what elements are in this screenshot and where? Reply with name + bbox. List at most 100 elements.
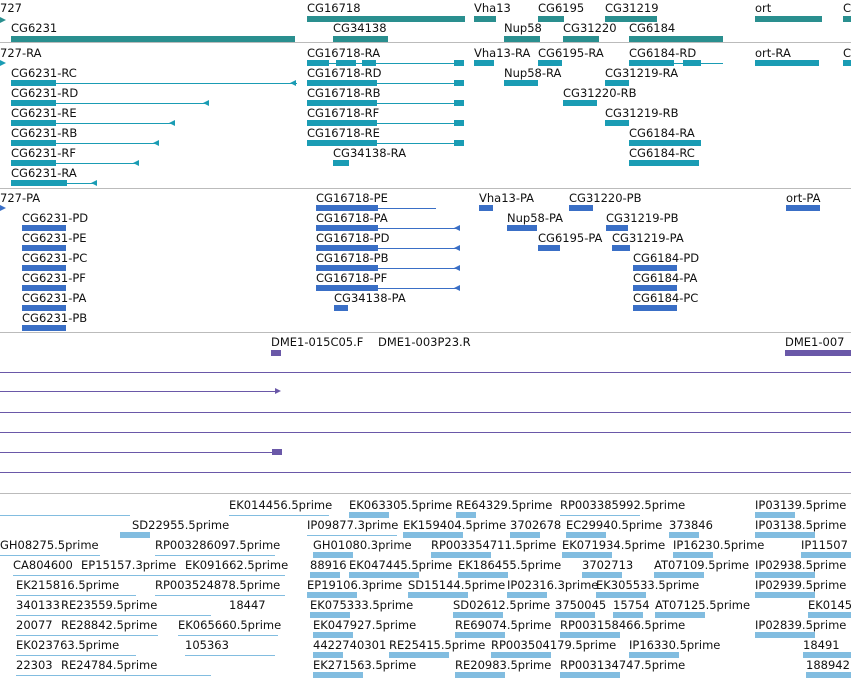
transcript-exon[interactable] xyxy=(454,140,464,146)
transcript-label[interactable]: CG6231-RF xyxy=(11,146,76,160)
transcript-exon[interactable] xyxy=(629,140,701,146)
est-feature[interactable] xyxy=(155,595,285,596)
transcript-exon[interactable] xyxy=(11,160,56,166)
est-label[interactable]: RP003504179.5prime xyxy=(491,638,617,652)
protein-feature[interactable] xyxy=(22,325,66,331)
gene-feature[interactable] xyxy=(843,16,851,22)
est-label[interactable]: EK305533.5prime xyxy=(596,578,700,592)
est-label[interactable]: EK0145 xyxy=(808,598,851,612)
protein-feature[interactable] xyxy=(454,285,460,291)
est-label[interactable]: IP02316.3prime xyxy=(507,578,599,592)
est-label[interactable]: 88916 xyxy=(310,558,347,572)
est-feature[interactable] xyxy=(801,552,851,558)
est-label[interactable]: EK047927.5prime xyxy=(313,618,417,632)
protein-feature[interactable] xyxy=(22,285,66,291)
est-label[interactable]: IP02839.5prime xyxy=(755,618,847,632)
clone-feature[interactable] xyxy=(272,449,282,455)
protein-feature[interactable] xyxy=(633,285,677,291)
est-label[interactable]: RE20983.5prime xyxy=(455,658,552,672)
gene-label[interactable]: C xyxy=(843,1,851,15)
est-feature[interactable] xyxy=(313,632,353,638)
transcript-feature[interactable] xyxy=(91,180,97,186)
transcript-label[interactable]: CG6184-RC xyxy=(629,146,695,160)
gene-feature[interactable] xyxy=(504,36,540,42)
clone-feature[interactable] xyxy=(275,388,281,394)
transcript-label[interactable]: CG34138-RA xyxy=(333,146,407,160)
transcript-label[interactable]: CG6231-RE xyxy=(11,106,77,120)
est-feature[interactable] xyxy=(61,615,211,616)
est-feature[interactable] xyxy=(560,515,640,516)
protein-label[interactable]: CG6231-PB xyxy=(22,311,88,325)
protein-label[interactable]: CG6184-PA xyxy=(633,271,698,285)
est-feature[interactable] xyxy=(310,612,350,618)
est-label[interactable]: 0301 xyxy=(357,638,387,652)
est-label[interactable]: SD02612.5prime xyxy=(453,598,551,612)
est-label[interactable]: IP03139.5prime xyxy=(755,498,847,512)
transcript-exon[interactable] xyxy=(504,80,538,86)
gene-label[interactable]: CG34138 xyxy=(333,21,387,35)
transcript-exon[interactable] xyxy=(11,100,56,106)
est-feature[interactable] xyxy=(13,575,83,576)
est-label[interactable]: IP02939.5prime xyxy=(755,578,847,592)
protein-label[interactable]: CG6231-PF xyxy=(22,271,86,285)
gene-label[interactable]: CG6184 xyxy=(629,21,676,35)
est-feature[interactable] xyxy=(16,655,136,656)
est-feature[interactable] xyxy=(61,675,211,676)
est-label[interactable]: EK023763.5prime xyxy=(16,638,120,652)
clone-line[interactable] xyxy=(0,432,851,433)
transcript-label[interactable]: CG16718-RB xyxy=(307,86,381,100)
est-label[interactable]: EK075333.5prime xyxy=(310,598,414,612)
est-feature[interactable] xyxy=(806,672,851,678)
est-feature[interactable] xyxy=(185,655,275,656)
est-feature[interactable] xyxy=(313,552,353,558)
transcript-label[interactable]: CG16718-RD xyxy=(307,66,382,80)
protein-feature[interactable] xyxy=(633,305,677,311)
transcript-label[interactable]: CG6195-RA xyxy=(538,46,604,60)
transcript-exon[interactable] xyxy=(333,160,349,166)
protein-feature[interactable] xyxy=(316,245,378,251)
transcript-label[interactable]: CG16718-RF xyxy=(307,106,380,120)
protein-feature[interactable] xyxy=(538,245,560,251)
est-feature[interactable] xyxy=(349,572,419,578)
protein-feature[interactable] xyxy=(633,265,677,271)
protein-feature[interactable] xyxy=(316,225,378,231)
est-feature[interactable] xyxy=(16,595,136,596)
protein-feature[interactable] xyxy=(786,205,820,211)
gene-feature[interactable] xyxy=(538,16,564,22)
gene-feature[interactable] xyxy=(0,17,6,23)
est-feature[interactable] xyxy=(431,552,491,558)
est-feature[interactable] xyxy=(755,572,815,578)
gene-feature[interactable] xyxy=(11,36,295,42)
transcript-exon[interactable] xyxy=(307,140,377,146)
est-feature[interactable] xyxy=(566,532,606,538)
transcript-exon[interactable] xyxy=(307,120,377,126)
transcript-label[interactable]: CG31219-RA xyxy=(605,66,679,80)
est-label[interactable]: EK063305.5prime xyxy=(349,498,453,512)
transcript-label[interactable]: CG31219-RB xyxy=(605,106,679,120)
est-feature[interactable] xyxy=(307,592,357,598)
est-feature[interactable] xyxy=(455,632,505,638)
gene-label[interactable]: 727 xyxy=(0,1,22,15)
gene-feature[interactable] xyxy=(307,16,465,22)
est-feature[interactable] xyxy=(349,512,389,518)
est-label[interactable]: 18447 xyxy=(229,598,266,612)
transcript-label[interactable]: CG6184-RA xyxy=(629,126,695,140)
est-label[interactable]: EK047445.5prime xyxy=(349,558,453,572)
transcript-feature[interactable] xyxy=(0,60,6,66)
transcript-label[interactable]: Vha13-RA xyxy=(474,46,531,60)
protein-feature[interactable] xyxy=(0,205,6,211)
clone-line[interactable] xyxy=(0,452,272,453)
transcript-label[interactable]: CG6184-RD xyxy=(629,46,697,60)
clone-line[interactable] xyxy=(0,372,851,373)
protein-label[interactable]: CG6231-PD xyxy=(22,211,89,225)
est-feature[interactable] xyxy=(16,675,61,676)
est-feature[interactable] xyxy=(16,615,66,616)
transcript-exon[interactable] xyxy=(538,60,562,66)
est-label[interactable]: EP15157.3prime xyxy=(81,558,177,572)
transcript-exon[interactable] xyxy=(454,120,464,126)
protein-label[interactable]: CG16718-PB xyxy=(316,251,389,265)
protein-feature[interactable] xyxy=(316,285,378,291)
protein-feature[interactable] xyxy=(22,265,66,271)
est-feature[interactable] xyxy=(755,512,795,518)
transcript-exon[interactable] xyxy=(362,60,376,66)
